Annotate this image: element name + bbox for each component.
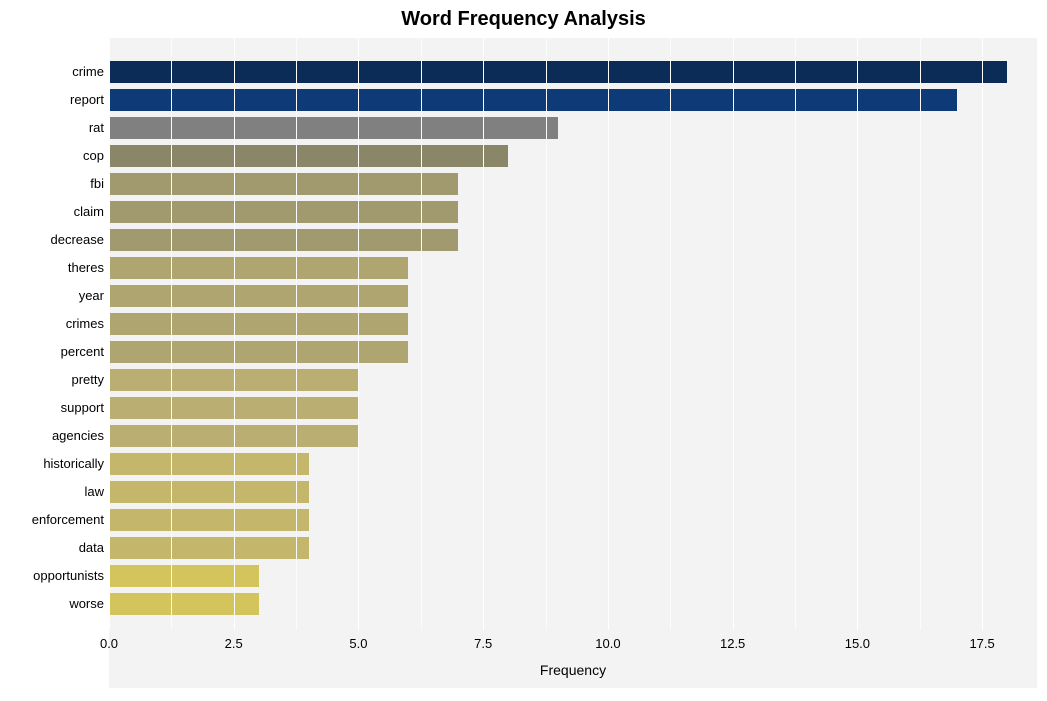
gridline [857,38,858,630]
x-tick-label: 5.0 [349,636,367,651]
bar [109,285,408,307]
minor-gridline [546,38,547,630]
bar [109,61,1007,83]
y-tick-label: report [4,89,104,111]
x-tick-label: 2.5 [225,636,243,651]
bar [109,117,558,139]
gridline [733,38,734,630]
y-tick-label: pretty [4,369,104,391]
y-tick-label: rat [4,117,104,139]
gridline [483,38,484,630]
y-tick-label: fbi [4,173,104,195]
gridline [109,38,110,630]
bar [109,537,309,559]
minor-gridline [421,38,422,630]
chart-title: Word Frequency Analysis [0,8,1047,31]
minor-gridline [171,38,172,630]
bar [109,593,259,615]
y-tick-label: law [4,481,104,503]
y-tick-label: support [4,397,104,419]
bar [109,173,458,195]
plot-area: Frequency 0.02.55.07.510.012.515.017.5 [109,38,1037,688]
y-tick-label: percent [4,341,104,363]
y-tick-label: worse [4,593,104,615]
x-tick-label: 0.0 [100,636,118,651]
y-tick-label: theres [4,257,104,279]
chart-container: Word Frequency Analysis Frequency 0.0 2.5… [0,0,1047,701]
bar [109,509,309,531]
bar [109,229,458,251]
y-tick-label: claim [4,201,104,223]
bar [109,565,259,587]
y-tick-label: agencies [4,425,104,447]
minor-gridline [296,38,297,630]
y-tick-label: crimes [4,313,104,335]
bar [109,453,309,475]
bar [109,201,458,223]
minor-gridline [670,38,671,630]
minor-gridline [795,38,796,630]
bars-region [109,38,1037,630]
x-tick-label: 17.5 [969,636,994,651]
gridline [608,38,609,630]
gridline [234,38,235,630]
y-tick-label: data [4,537,104,559]
y-tick-label: enforcement [4,509,104,531]
y-tick-label: crime [4,61,104,83]
x-tick-label: 12.5 [720,636,745,651]
bar [109,145,508,167]
x-tick-label: 10.0 [595,636,620,651]
minor-gridline [920,38,921,630]
bar [109,341,408,363]
y-tick-label: year [4,285,104,307]
bar [109,481,309,503]
x-axis-label: Frequency [109,662,1037,678]
x-tick-label: 15.0 [845,636,870,651]
y-tick-label: opportunists [4,565,104,587]
y-tick-label: historically [4,453,104,475]
gridline [358,38,359,630]
bar [109,89,957,111]
y-tick-label: decrease [4,229,104,251]
x-tick-label: 7.5 [474,636,492,651]
bar [109,313,408,335]
bar [109,257,408,279]
y-tick-label: cop [4,145,104,167]
gridline [982,38,983,630]
